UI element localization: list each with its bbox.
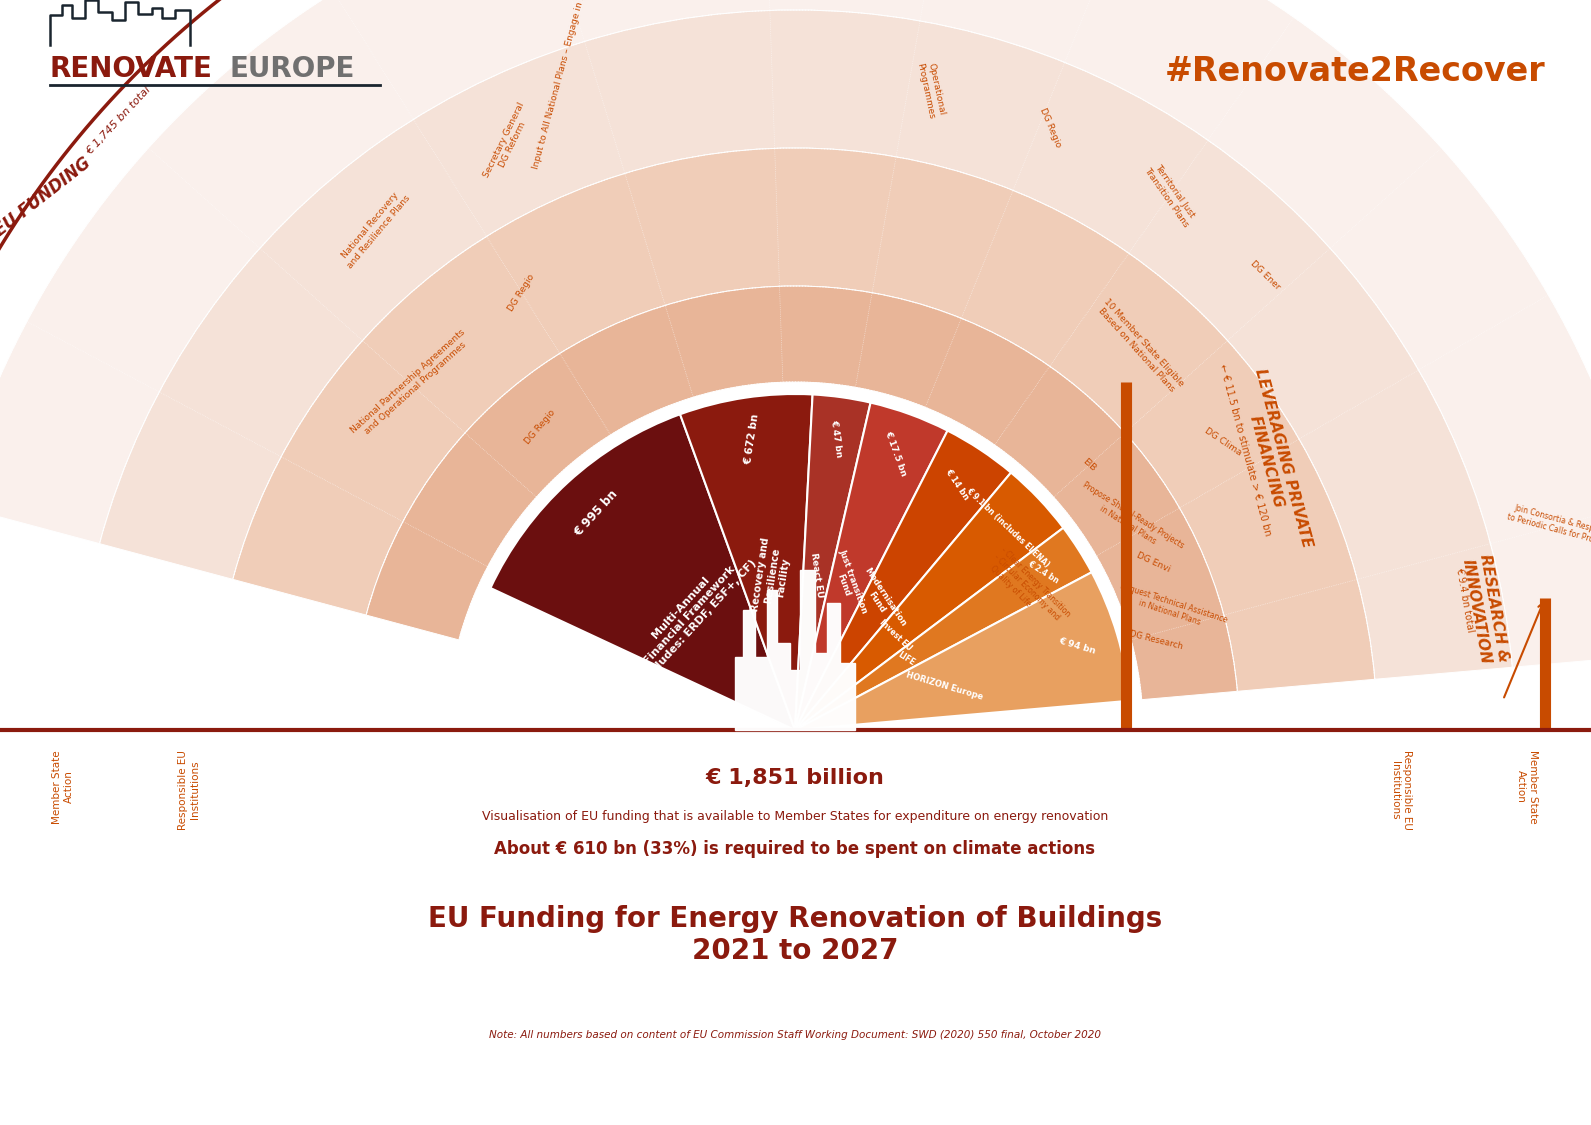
Text: EIB: EIB	[1080, 457, 1098, 474]
Text: DIRECT EU FUNDING: DIRECT EU FUNDING	[0, 153, 94, 285]
Text: - Clear Energy Transition
- Circular Economy and
  Quality of Life: - Clear Energy Transition - Circular Eco…	[985, 546, 1072, 633]
Text: DG Regio: DG Regio	[506, 272, 536, 313]
Text: ← € 11.5 bn to stimulate > € 120 bn: ← € 11.5 bn to stimulate > € 120 bn	[1217, 363, 1273, 537]
Text: Multi-Annual
Financial Framework
(Includes: ERDF, ESF+, CF): Multi-Annual Financial Framework (Includ…	[620, 542, 757, 687]
Wedge shape	[796, 573, 1130, 730]
Text: About € 610 bn (33%) is required to be spent on climate actions: About € 610 bn (33%) is required to be s…	[495, 840, 1096, 858]
Wedge shape	[366, 286, 1238, 700]
Text: € 2.4 bn: € 2.4 bn	[1026, 559, 1060, 585]
Text: Visualisation of EU funding that is available to Member States for expenditure o: Visualisation of EU funding that is avai…	[482, 810, 1107, 824]
Text: Responsible EU
Institutions: Responsible EU Institutions	[1391, 750, 1411, 830]
Text: Member State
Action: Member State Action	[53, 750, 73, 824]
Text: € 672 bn: € 672 bn	[743, 413, 760, 466]
Text: Recovery and
Resilience
Facility: Recovery and Resilience Facility	[749, 537, 794, 615]
Text: € 94 bn: € 94 bn	[1058, 637, 1096, 656]
Text: National Partnership Agreements
and Operational Programmes: National Partnership Agreements and Oper…	[348, 327, 474, 442]
Text: HORIZON Europe: HORIZON Europe	[905, 670, 985, 701]
Text: EUROPE: EUROPE	[231, 55, 355, 83]
Text: Propose Shovel-Ready Projects
in National Plans: Propose Shovel-Ready Projects in Nationa…	[1076, 480, 1185, 559]
Text: RESEARCH &
INNOVATION: RESEARCH & INNOVATION	[1459, 554, 1510, 667]
Wedge shape	[796, 431, 1010, 730]
Text: DG Envi: DG Envi	[1136, 551, 1173, 575]
Text: Join Consortia & Respond
to Periodic Calls for Projects: Join Consortia & Respond to Periodic Cal…	[1505, 502, 1591, 548]
Polygon shape	[735, 570, 854, 730]
Text: € 1,851 billion: € 1,851 billion	[705, 768, 885, 788]
Wedge shape	[100, 10, 1513, 680]
Text: € 14 bn: € 14 bn	[943, 468, 971, 502]
Wedge shape	[796, 395, 870, 730]
Wedge shape	[490, 414, 796, 730]
Text: EU Funding for Energy Renovation of Buildings
2021 to 2027: EU Funding for Energy Renovation of Buil…	[428, 904, 1161, 965]
Text: € 17.5 bn: € 17.5 bn	[883, 430, 908, 478]
Text: Territorial Just
Transition Plans: Territorial Just Transition Plans	[1142, 160, 1198, 228]
Text: LEVERAGING PRIVATE
FINANCING: LEVERAGING PRIVATE FINANCING	[1236, 367, 1314, 554]
Text: € 47 bn: € 47 bn	[829, 420, 843, 458]
Text: Modernisation
Fund: Modernisation Fund	[854, 566, 908, 633]
Wedge shape	[796, 472, 1063, 730]
Text: DG Research: DG Research	[1128, 629, 1184, 651]
Text: DG Regio: DG Regio	[523, 407, 557, 446]
Text: RENOVATE: RENOVATE	[49, 55, 213, 83]
Text: Input to All National Plans – Engage in Public Consultations – Establish Stakeho: Input to All National Plans – Engage in …	[531, 0, 649, 170]
Text: € 9.4 bn total: € 9.4 bn total	[1454, 567, 1475, 633]
Text: Responsible EU
Institutions: Responsible EU Institutions	[178, 750, 200, 830]
Text: DG Regio: DG Regio	[1039, 107, 1063, 150]
Text: React EU: React EU	[810, 552, 824, 598]
Text: DG Ener: DG Ener	[1249, 260, 1282, 292]
Text: Operational
Programmes: Operational Programmes	[915, 61, 947, 120]
Text: Invest EU: Invest EU	[877, 618, 913, 652]
Text: € 9.1 bn (includes ELENA): € 9.1 bn (includes ELENA)	[964, 486, 1052, 569]
Text: Secretary General
DG Reform: Secretary General DG Reform	[482, 101, 535, 183]
Text: € 995 bn: € 995 bn	[573, 487, 620, 539]
Text: Note: All numbers based on content of EU Commission Staff Working Document: SWD : Note: All numbers based on content of EU…	[488, 1030, 1101, 1040]
Text: LIFE: LIFE	[896, 650, 916, 668]
Wedge shape	[796, 403, 948, 730]
Wedge shape	[679, 394, 813, 730]
Text: 10 Member State Eligible
Based on National Plans: 10 Member State Eligible Based on Nation…	[1095, 297, 1185, 396]
Text: € 1,745 bn total: € 1,745 bn total	[84, 86, 153, 158]
Text: #Renovate2Recover: #Renovate2Recover	[1165, 55, 1545, 88]
Wedge shape	[0, 0, 1591, 667]
Wedge shape	[232, 148, 1375, 691]
Text: DG Clima: DG Clima	[1203, 426, 1243, 457]
Text: Just transition
Fund: Just transition Fund	[827, 548, 869, 619]
Text: Request Technical Assistance
in National Plans: Request Technical Assistance in National…	[1115, 582, 1228, 634]
Text: National Recovery
and Resilience Plans: National Recovery and Resilience Plans	[337, 187, 412, 271]
Wedge shape	[796, 528, 1091, 730]
Text: Member State
Action: Member State Action	[1516, 750, 1538, 824]
